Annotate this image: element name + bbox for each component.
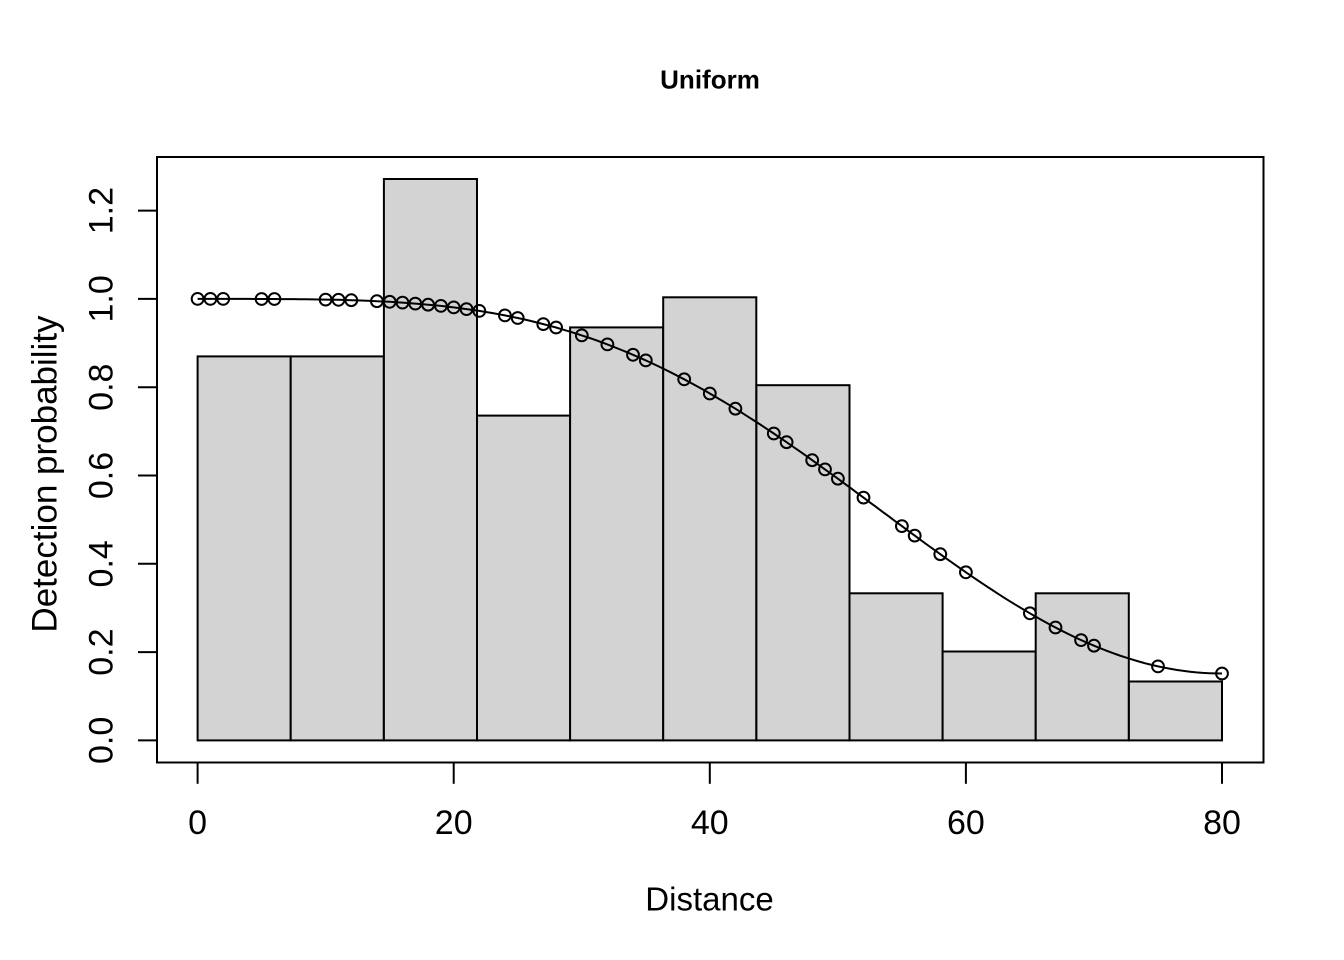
svg-text:Detection probability: Detection probability (26, 315, 65, 633)
svg-text:0.4: 0.4 (83, 540, 121, 587)
svg-text:1.2: 1.2 (83, 187, 121, 234)
svg-text:60: 60 (947, 804, 985, 842)
svg-text:Uniform: Uniform (660, 65, 760, 95)
svg-text:40: 40 (691, 804, 729, 842)
svg-text:1.0: 1.0 (83, 275, 121, 322)
svg-text:20: 20 (435, 804, 473, 842)
svg-text:0.2: 0.2 (83, 628, 121, 675)
svg-text:0.6: 0.6 (83, 452, 121, 499)
svg-text:Distance: Distance (645, 881, 773, 918)
svg-text:0.0: 0.0 (83, 717, 121, 764)
svg-text:80: 80 (1203, 804, 1241, 842)
svg-text:0.8: 0.8 (83, 364, 121, 411)
svg-text:0: 0 (188, 804, 207, 842)
